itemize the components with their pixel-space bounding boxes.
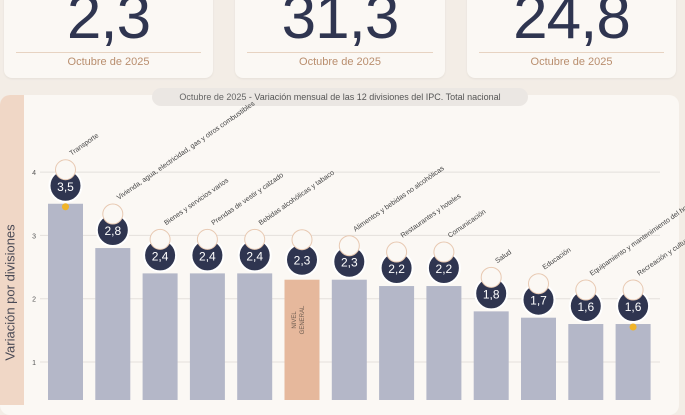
bus-icon	[55, 159, 76, 181]
bar	[426, 286, 462, 400]
kpi-value: 31,3	[281, 0, 400, 52]
category-label: Bebidas alcohólicas y tabaco	[258, 169, 336, 227]
bar-chart: 1 2 3 4 3,5 Transporte 2,8 Vivienda, agua, elec…	[32, 100, 685, 400]
divider	[16, 52, 201, 53]
divider	[479, 52, 664, 53]
bottle-icon	[244, 228, 266, 250]
phone-icon	[433, 241, 455, 263]
category-label: GENERAL	[300, 305, 306, 334]
y-tick-label: 3	[32, 233, 36, 240]
value-label: 1,6	[577, 300, 594, 314]
bar	[473, 311, 509, 400]
category-label: Vivienda, agua, electricidad, gas y otro…	[116, 100, 257, 201]
home-icon	[575, 279, 597, 301]
value-label: 1,7	[530, 294, 547, 308]
value-label: 2,2	[436, 262, 453, 276]
value-label: 2,4	[199, 249, 216, 263]
bar	[379, 286, 415, 400]
value-label: 1,6	[625, 300, 642, 314]
category-label: NIVEL	[292, 311, 298, 329]
shoe-icon	[196, 228, 218, 250]
value-label: 2,2	[388, 262, 405, 276]
y-tick-label: 1	[32, 360, 36, 367]
value-label: 2,3	[341, 256, 358, 270]
chart-title-text: - Variación mensual de las 12 divisiones…	[246, 92, 501, 102]
bar	[284, 279, 320, 400]
y-axis-band	[0, 95, 24, 405]
category-label: Transporte	[69, 132, 101, 157]
kpi-label: Octubre de 2025	[67, 56, 150, 68]
category-label: Salud	[494, 249, 513, 265]
kpi-card-1: 2,3 Octubre de 2025	[4, 0, 213, 78]
kpi-value: 24,8	[513, 0, 631, 52]
value-label: 3,5	[57, 180, 74, 194]
lightbulb-icon	[102, 203, 124, 225]
bar	[95, 248, 131, 400]
kpi-card-3: 24,8 Octubre de 2025	[467, 0, 676, 78]
category-label: Educación	[542, 247, 573, 272]
kpi-value: 2,3	[66, 0, 151, 52]
health-icon	[480, 266, 502, 288]
value-label: 1,8	[483, 287, 500, 301]
education-icon	[528, 273, 549, 295]
y-tick-label: 4	[32, 170, 36, 177]
bar	[142, 273, 178, 400]
y-tick-label: 2	[32, 297, 36, 304]
restaurant-icon	[386, 241, 408, 263]
marker-dot	[62, 203, 69, 211]
bar	[237, 273, 273, 400]
kpi-label: Octubre de 2025	[530, 56, 613, 68]
bar	[521, 317, 556, 400]
bar	[568, 324, 604, 400]
bar	[615, 324, 651, 400]
bar	[189, 273, 225, 400]
value-label: 2,4	[152, 249, 169, 263]
bar	[48, 203, 83, 400]
marker-dot	[629, 323, 637, 331]
chart-title-date: Octubre de 2025	[179, 92, 247, 102]
value-label: 2,3	[294, 254, 311, 268]
food-icon	[338, 235, 360, 257]
category-label: Equipamiento y mantenimiento del hogar	[589, 199, 685, 278]
kpi-label: Octubre de 2025	[299, 56, 381, 68]
comb-icon	[149, 228, 171, 250]
chart-title: Octubre de 2025 - Variación mensual de l…	[152, 88, 528, 106]
value-label: 2,4	[246, 249, 263, 263]
value-label: 2,8	[104, 224, 121, 238]
culture-icon	[622, 279, 644, 301]
category-label: Alimentos y bebidas no alcohólicas	[352, 165, 446, 234]
kpi-card-2: 31,3 Octubre de 2025	[235, 0, 445, 78]
people-icon	[291, 229, 313, 251]
divider	[247, 52, 433, 53]
bar	[331, 279, 367, 400]
